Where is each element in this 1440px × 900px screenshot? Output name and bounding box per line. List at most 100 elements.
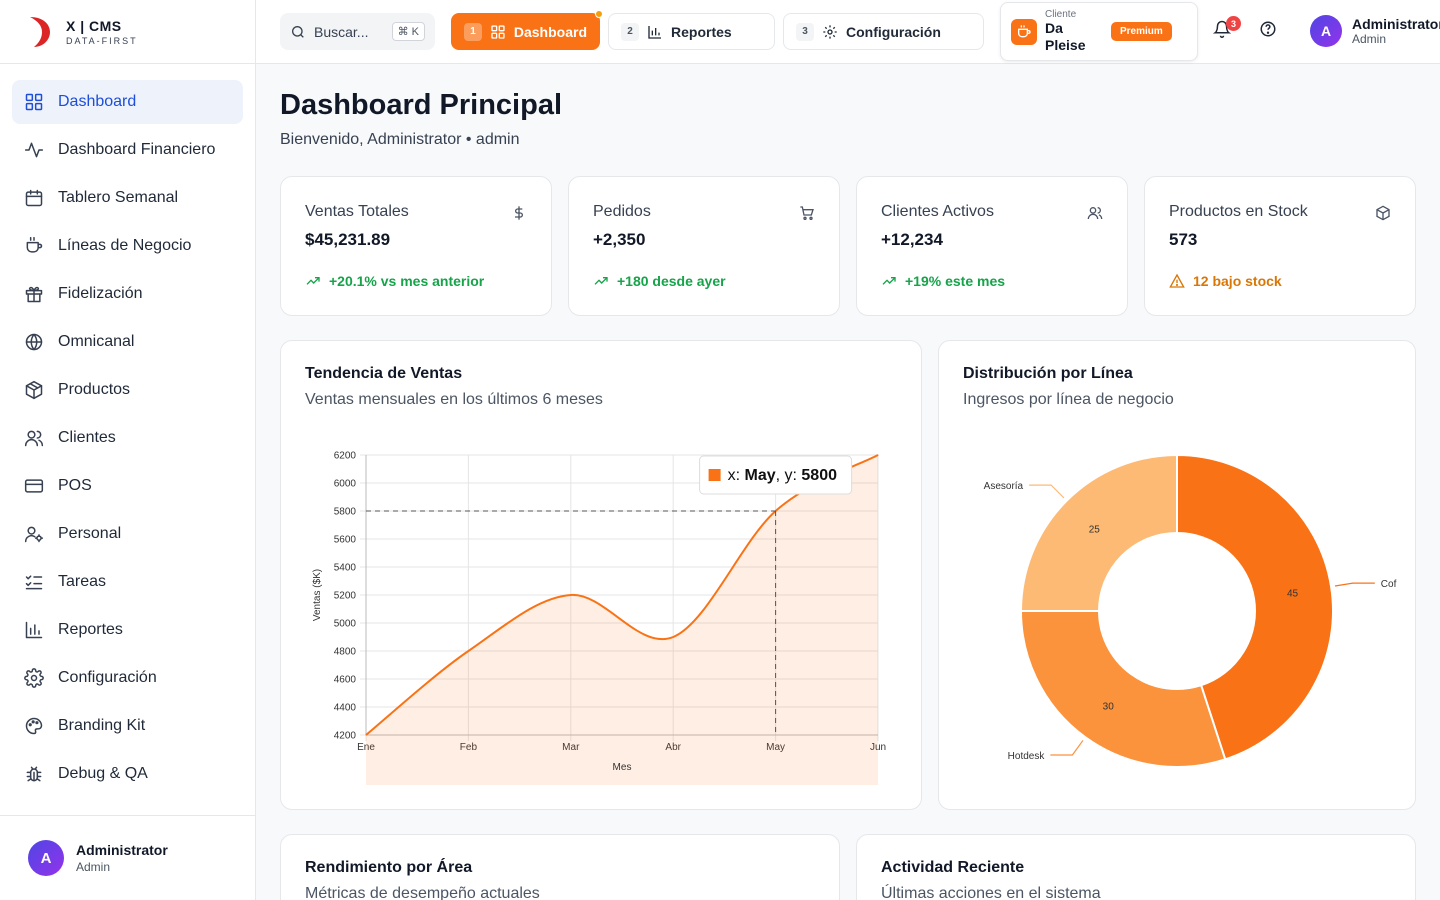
card-subtitle: Ventas mensuales en los últimos 6 meses [305, 391, 603, 408]
sidebar-item-dashboard[interactable]: Dashboard [12, 80, 243, 124]
notifications-button[interactable]: 3 [1212, 16, 1241, 42]
stat-value: $45,231.89 [305, 230, 391, 249]
sidebar-item-omnicanal[interactable]: Omnicanal [12, 320, 243, 364]
sidebar-item-label: Branding Kit [58, 717, 146, 734]
data-point [570, 594, 572, 596]
sidebar-user[interactable]: A Administrator Admin [0, 815, 255, 900]
client-selector[interactable]: Cliente Da Pleise Premium [1000, 2, 1198, 61]
sidebar-item-label: Clientes [58, 429, 116, 446]
search-icon [292, 25, 304, 38]
slice-name-label: Cof [1381, 579, 1397, 590]
sidebar-item-debug-qa[interactable]: Debug & QA [12, 752, 243, 796]
tab-number: 1 [464, 22, 482, 41]
help-button[interactable] [1259, 20, 1281, 42]
card-subtitle: Últimas acciones en el sistema [881, 885, 1101, 900]
sidebar-item-branding-kit[interactable]: Branding Kit [12, 704, 243, 748]
x-tick-label: Abr [665, 742, 681, 753]
tooltip-box [699, 455, 853, 495]
slice-leader-line [1334, 582, 1375, 587]
tooltip-text: x: May, y: 5800 [728, 467, 837, 484]
stat-trend: +180 desde ayer [593, 273, 726, 289]
bug-icon [26, 766, 42, 782]
sidebar-item-clientes[interactable]: Clientes [12, 416, 243, 460]
sidebar-item-pos[interactable]: POS [12, 464, 243, 508]
search-shortcut: ⌘ K [391, 22, 425, 41]
sidebar-item-líneas-de-negocio[interactable]: Líneas de Negocio [12, 224, 243, 268]
sidebar-item-productos[interactable]: Productos [12, 368, 243, 412]
y-tick-label: 5200 [334, 591, 357, 602]
sidebar-item-configuración[interactable]: Configuración [12, 656, 243, 700]
coffee-icon [26, 236, 43, 253]
sidebar-item-reportes[interactable]: Reportes [12, 608, 243, 652]
sidebar-item-personal[interactable]: Personal [12, 512, 243, 556]
warning-icon [1169, 273, 1185, 288]
y-tick-label: 4400 [334, 703, 357, 714]
sidebar-item-tareas[interactable]: Tareas [12, 560, 243, 604]
sidebar-item-dashboard-financiero[interactable]: Dashboard Financiero [12, 128, 243, 172]
trending-up-icon [594, 277, 608, 285]
page-title: Dashboard Principal [280, 89, 563, 121]
series-line [365, 454, 879, 736]
stat-trend-text: +20.1% vs mes anterior [329, 273, 485, 289]
stat-trend-text: +19% este mes [905, 273, 1006, 289]
stat-card-clients: Clientes Activos +12,234 +19% este mes [856, 176, 1128, 316]
card-subtitle: Métricas de desempeño actuales [305, 885, 540, 900]
stat-trend-text: +180 desde ayer [617, 273, 726, 289]
sidebar-item-fidelización[interactable]: Fidelización [12, 272, 243, 316]
sidebar-item-label: Tablero Semanal [58, 189, 179, 206]
user-menu[interactable]: A Administrator Admin [1310, 15, 1440, 47]
distribution-donut-chart[interactable]: 45 Cof 30 Hotdesk 25 Asesoría [939, 341, 1416, 810]
data-point [672, 636, 674, 638]
performance-card: Rendimiento por Área Métricas de desempe… [280, 834, 840, 900]
sidebar-item-label: POS [58, 477, 92, 494]
y-tick-label: 4600 [334, 675, 357, 686]
x-tick-label: Ene [357, 742, 375, 753]
settings-icon [24, 668, 44, 688]
card-title: Actividad Reciente [881, 859, 1025, 876]
stat-trend-text: 12 bajo stock [1193, 273, 1282, 289]
y-tick-label: 5000 [334, 619, 357, 630]
card-title: Rendimiento por Área [305, 859, 473, 876]
stat-trend: 12 bajo stock [1169, 273, 1282, 289]
tab-dashboard[interactable]: 1 Dashboard [451, 10, 603, 50]
tab-reportes[interactable]: 2 Reportes [608, 13, 775, 50]
activity-icon [24, 142, 44, 158]
topbar: Buscar... ⌘ K 1 Dashboard 2 Reportes 3 C… [256, 0, 1440, 64]
stat-label: Ventas Totales [305, 203, 409, 220]
brand[interactable]: X | CMS DATA-FIRST [0, 0, 255, 64]
sales-line-chart[interactable]: 4200 4400 4600 4800 5000 5200 5400 5600 5800 6000… [281, 341, 922, 810]
stat-trend: +19% este mes [881, 273, 1005, 289]
slice-value-label: 45 [1287, 589, 1299, 600]
slice-leader-line [1050, 740, 1084, 756]
data-point [877, 454, 879, 456]
credit-card-icon [24, 479, 44, 493]
stat-label: Pedidos [593, 203, 651, 220]
sidebar-item-tablero-semanal[interactable]: Tablero Semanal [12, 176, 243, 220]
slice-leader-line [1029, 484, 1065, 499]
card-subtitle: Ingresos por línea de negocio [963, 391, 1174, 408]
stat-card-orders: Pedidos +2,350 +180 desde ayer [568, 176, 840, 316]
slice-name-label: Hotdesk [1008, 751, 1046, 762]
slice-value-label: 30 [1103, 702, 1115, 713]
client-name: Da Pleise [1045, 20, 1086, 53]
search-input[interactable]: Buscar... ⌘ K [280, 13, 435, 50]
tab-configuracion[interactable]: 3 Configuración [783, 13, 984, 50]
sidebar-item-label: Omnicanal [58, 333, 135, 350]
tab-indicator-dot [595, 10, 603, 18]
user-cog-icon [24, 526, 44, 543]
bell-icon [1212, 20, 1232, 38]
sidebar-item-label: Dashboard Financiero [58, 141, 216, 158]
package-icon [25, 380, 43, 400]
slice-name-label: Asesoría [984, 481, 1024, 492]
activity-card: Actividad Reciente Últimas acciones en e… [856, 834, 1416, 900]
user-role: Admin [76, 860, 111, 874]
sidebar-item-label: Reportes [58, 621, 123, 638]
y-tick-label: 5600 [334, 535, 357, 546]
settings-icon [823, 24, 837, 39]
plan-badge: Premium [1111, 22, 1172, 41]
box-icon [1376, 205, 1390, 221]
search-placeholder: Buscar... [314, 23, 369, 40]
sidebar-item-label: Dashboard [58, 93, 137, 110]
sidebar-item-label: Debug & QA [58, 765, 148, 782]
x-tick-label: Jun [870, 742, 886, 753]
